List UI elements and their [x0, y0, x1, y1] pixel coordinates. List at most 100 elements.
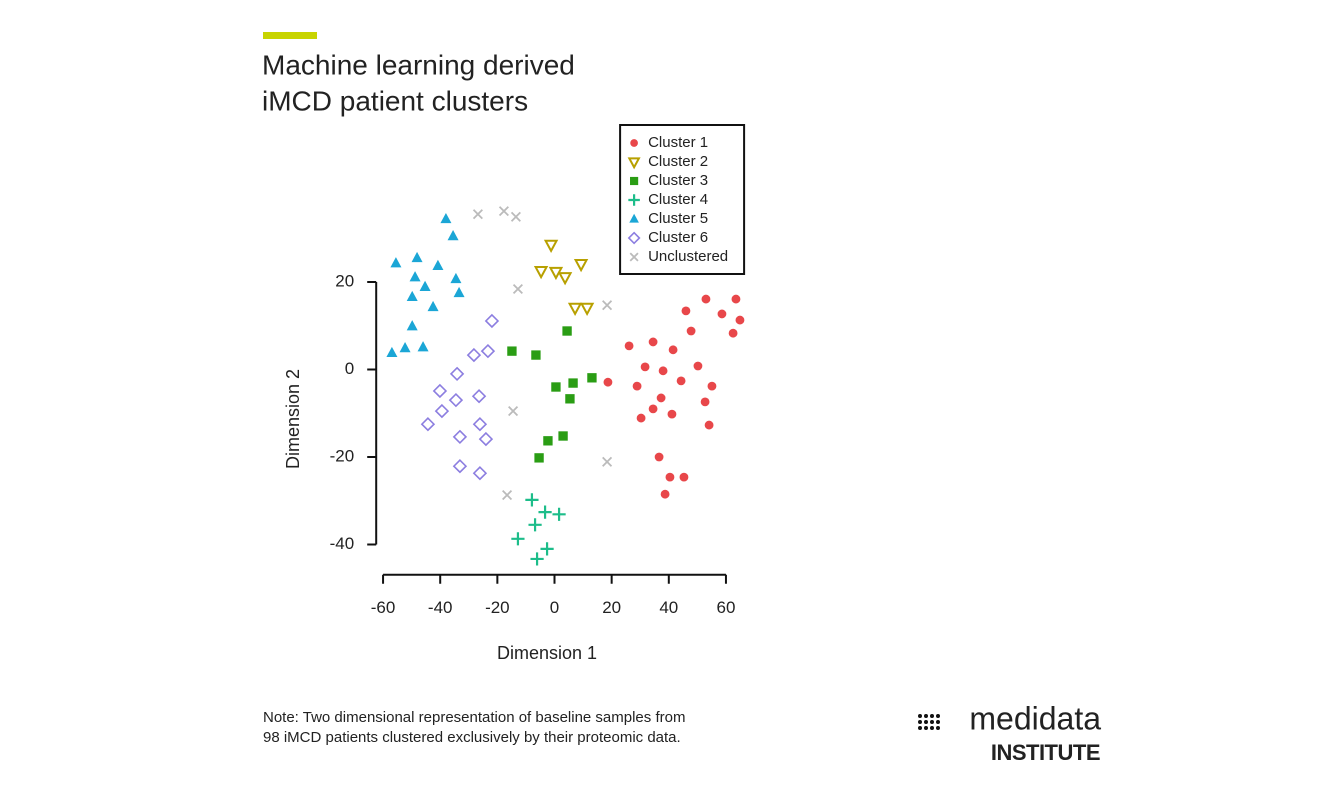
point — [660, 489, 670, 499]
point — [525, 493, 539, 507]
point — [411, 251, 423, 263]
point — [693, 361, 703, 371]
point — [533, 265, 549, 280]
point — [399, 342, 411, 353]
point — [538, 505, 552, 519]
point — [551, 382, 561, 392]
y-tick-label: 0 — [345, 359, 354, 378]
x-tick-label: 60 — [716, 598, 735, 617]
point — [534, 453, 544, 463]
point — [640, 362, 650, 372]
legend-label: Cluster 1 — [648, 134, 708, 151]
legend-marker — [629, 252, 639, 262]
point — [636, 413, 646, 423]
point — [478, 431, 494, 447]
x-tick-label: -60 — [371, 598, 396, 617]
logo-subtitle: INSTITUTE — [991, 740, 1100, 765]
legend-label: Cluster 4 — [648, 191, 708, 208]
legend-label: Cluster 2 — [648, 153, 708, 170]
point — [681, 306, 691, 316]
y-axis-label: Dimension 2 — [283, 369, 303, 469]
point — [507, 346, 517, 356]
point — [452, 429, 468, 445]
x-axis-label: Dimension 1 — [497, 643, 597, 663]
logo-name: medidata — [969, 700, 1101, 736]
point — [472, 417, 488, 432]
legend-label: Cluster 5 — [648, 210, 708, 227]
x-tick-label: 0 — [550, 598, 559, 617]
point — [717, 309, 727, 319]
point — [386, 346, 398, 357]
x-tick-label: 40 — [659, 598, 678, 617]
point — [472, 209, 483, 220]
point — [419, 280, 431, 291]
legend-marker — [629, 213, 639, 223]
point — [447, 230, 459, 241]
title-line: iMCD patient clusters — [262, 85, 528, 116]
point — [543, 239, 559, 253]
point — [453, 286, 465, 298]
legend-marker — [627, 231, 641, 245]
point — [667, 409, 677, 419]
point — [562, 326, 572, 336]
point — [602, 300, 613, 311]
point — [565, 394, 575, 404]
point — [449, 366, 465, 382]
accent-bar — [263, 32, 317, 39]
point — [668, 345, 678, 355]
point — [567, 302, 583, 316]
legend-label: Cluster 6 — [648, 229, 708, 246]
point — [579, 302, 595, 316]
point — [409, 271, 421, 282]
point — [502, 490, 513, 501]
note-line: 98 iMCD patients clustered exclusively b… — [263, 729, 681, 746]
point — [731, 294, 741, 304]
legend-label: Unclustered — [648, 248, 728, 265]
legend-box — [619, 124, 746, 275]
point — [432, 383, 448, 399]
point — [511, 532, 525, 546]
point — [452, 459, 468, 474]
point — [472, 466, 488, 481]
point — [543, 436, 553, 446]
point — [648, 404, 658, 414]
point — [679, 472, 689, 482]
point — [427, 300, 439, 312]
point — [510, 211, 521, 222]
point — [406, 290, 418, 301]
point — [466, 347, 482, 363]
point — [552, 507, 566, 521]
point — [701, 294, 711, 304]
x-tick-label: 20 — [602, 598, 621, 617]
y-tick-label: -20 — [330, 446, 355, 465]
point — [587, 373, 597, 383]
point — [707, 381, 717, 391]
x-tick-label: -40 — [428, 598, 453, 617]
point — [557, 272, 573, 286]
point — [704, 420, 714, 430]
point — [568, 378, 578, 388]
legend-marker — [630, 139, 638, 147]
point — [676, 376, 686, 386]
point — [530, 552, 544, 566]
legend-marker — [628, 194, 640, 206]
point — [735, 315, 745, 325]
point — [417, 341, 429, 352]
point — [624, 341, 634, 351]
point — [728, 328, 738, 338]
point — [420, 417, 436, 432]
point — [656, 393, 666, 403]
point — [432, 259, 444, 270]
x-tick-label: -20 — [485, 598, 510, 617]
point — [434, 403, 450, 419]
point — [540, 542, 554, 556]
legend-label: Cluster 3 — [648, 172, 708, 189]
point — [480, 343, 496, 359]
y-tick-label: 20 — [335, 271, 354, 290]
legend-marker — [627, 157, 641, 170]
point — [665, 472, 675, 482]
point — [602, 456, 613, 467]
point — [390, 257, 402, 268]
point — [440, 212, 452, 224]
